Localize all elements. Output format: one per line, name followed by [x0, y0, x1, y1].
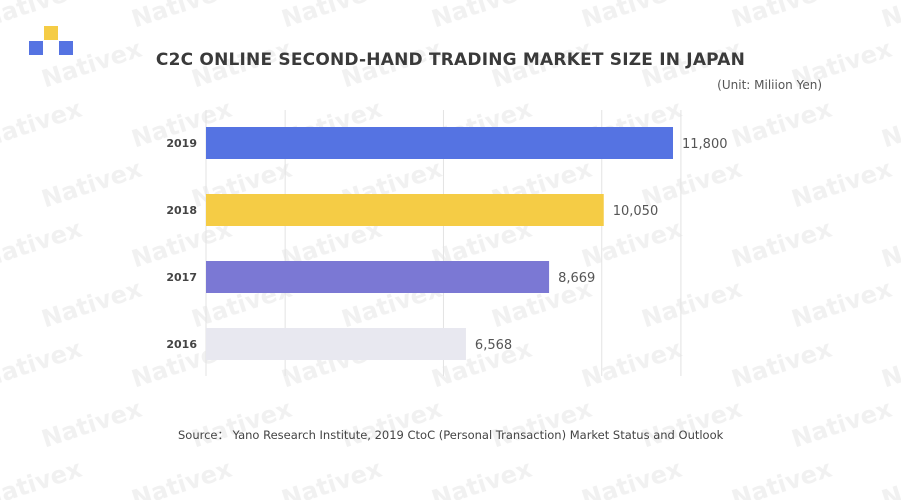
brand-logo	[29, 26, 73, 56]
logo-square-top	[44, 26, 58, 40]
value-label: 11,800	[682, 137, 728, 152]
logo-square-right	[59, 41, 73, 55]
value-label: 8,669	[558, 271, 595, 286]
bar-2017	[206, 261, 550, 293]
source-note: Source： Yano Research Institute, 2019 Ct…	[178, 428, 724, 442]
bar-2019	[206, 127, 673, 159]
labels: 2019 11,800 2018 10,050 2017 8,669 2016 6,568	[166, 137, 727, 353]
category-label: 2018	[166, 204, 197, 217]
category-label: 2017	[166, 271, 197, 284]
logo-square-left	[29, 41, 43, 55]
value-label: 6,568	[475, 338, 512, 353]
bar-2018	[206, 194, 604, 226]
unit-label: (Unit: Miliion Yen)	[717, 78, 822, 92]
bar-2016	[206, 328, 466, 360]
bars	[206, 127, 673, 360]
value-label: 10,050	[613, 204, 659, 219]
category-label: 2019	[166, 137, 197, 150]
category-label: 2016	[166, 338, 197, 351]
chart-title: C2C ONLINE SECOND-HAND TRADING MARKET SI…	[155, 50, 746, 70]
